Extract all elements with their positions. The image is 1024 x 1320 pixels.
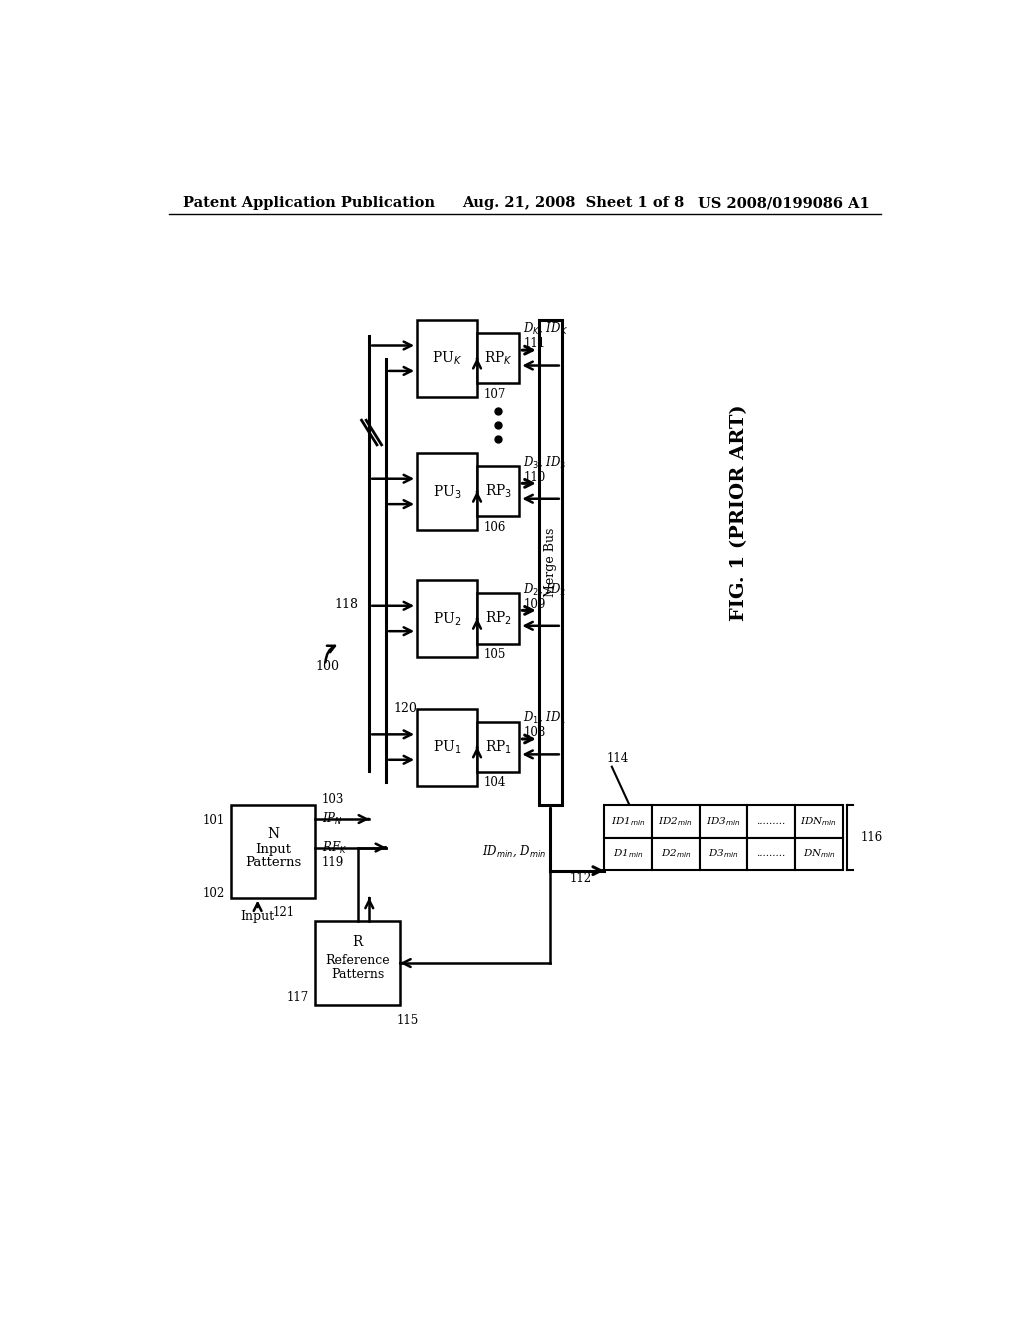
- Text: Input: Input: [241, 909, 274, 923]
- Text: 119: 119: [322, 857, 344, 870]
- Text: ID$_{min}$, D$_{min}$: ID$_{min}$, D$_{min}$: [482, 843, 547, 859]
- Text: RP$_K$: RP$_K$: [483, 350, 513, 367]
- Text: 104: 104: [483, 776, 506, 789]
- Text: 102: 102: [203, 887, 224, 900]
- Text: 100: 100: [315, 660, 339, 673]
- Text: RP$_2$: RP$_2$: [484, 610, 512, 627]
- Text: N: N: [267, 828, 280, 841]
- Text: 101: 101: [203, 814, 224, 828]
- Text: 117: 117: [287, 991, 309, 1005]
- Text: D$_K$, ID$_K$: D$_K$, ID$_K$: [523, 321, 568, 337]
- Bar: [477, 466, 519, 516]
- Text: ID2$_{min}$: ID2$_{min}$: [658, 814, 693, 828]
- Text: 108: 108: [523, 726, 546, 739]
- Text: PU$_3$: PU$_3$: [433, 483, 461, 500]
- Bar: [417, 581, 477, 657]
- Text: 116: 116: [860, 832, 883, 843]
- Text: IDN$_{min}$: IDN$_{min}$: [801, 814, 838, 828]
- Text: 105: 105: [483, 648, 506, 661]
- Text: 112: 112: [569, 871, 592, 884]
- Text: PU$_K$: PU$_K$: [432, 350, 462, 367]
- Text: DN$_{min}$: DN$_{min}$: [803, 847, 836, 861]
- Text: 103: 103: [322, 792, 344, 805]
- Bar: [604, 838, 652, 870]
- Text: Input: Input: [255, 843, 291, 857]
- Bar: [417, 321, 477, 397]
- Bar: [539, 321, 562, 805]
- Bar: [315, 921, 400, 1006]
- Text: 118: 118: [335, 598, 358, 611]
- Text: 114: 114: [606, 752, 629, 766]
- Text: RP$_3$: RP$_3$: [484, 483, 512, 500]
- Text: Patterns: Patterns: [245, 857, 301, 870]
- Text: US 2008/0199086 A1: US 2008/0199086 A1: [698, 197, 869, 210]
- Bar: [748, 838, 795, 870]
- Text: .........: .........: [757, 817, 785, 826]
- Text: 111: 111: [523, 338, 546, 351]
- Text: R: R: [352, 936, 362, 949]
- Text: 121: 121: [273, 907, 295, 920]
- Text: IP$_N$: IP$_N$: [322, 810, 342, 828]
- Text: D1$_{min}$: D1$_{min}$: [612, 847, 643, 861]
- Text: PU$_2$: PU$_2$: [433, 610, 461, 627]
- Bar: [795, 838, 843, 870]
- Bar: [699, 805, 748, 838]
- Text: D$_3$, ID$_3$: D$_3$, ID$_3$: [523, 454, 566, 470]
- Text: ID3$_{min}$: ID3$_{min}$: [707, 814, 740, 828]
- Text: 109: 109: [523, 598, 546, 611]
- Bar: [417, 453, 477, 531]
- Bar: [652, 805, 699, 838]
- Text: Merge Bus: Merge Bus: [544, 528, 557, 598]
- Text: Patterns: Patterns: [331, 968, 384, 981]
- Text: .........: .........: [757, 849, 785, 858]
- Text: 110: 110: [523, 471, 546, 483]
- Text: 106: 106: [483, 520, 506, 533]
- Text: Reference: Reference: [326, 954, 390, 968]
- Bar: [477, 722, 519, 772]
- Text: D3$_{min}$: D3$_{min}$: [709, 847, 738, 861]
- Bar: [230, 805, 315, 898]
- Text: Patent Application Publication: Patent Application Publication: [183, 197, 435, 210]
- Bar: [795, 805, 843, 838]
- Bar: [748, 805, 795, 838]
- Text: D$_1$, ID$_1$: D$_1$, ID$_1$: [523, 710, 566, 725]
- Text: D2$_{min}$: D2$_{min}$: [660, 847, 691, 861]
- Text: 120: 120: [394, 702, 418, 715]
- Bar: [699, 838, 748, 870]
- Bar: [417, 709, 477, 785]
- Text: PU$_1$: PU$_1$: [433, 739, 461, 756]
- Text: Aug. 21, 2008  Sheet 1 of 8: Aug. 21, 2008 Sheet 1 of 8: [462, 197, 684, 210]
- Bar: [477, 333, 519, 383]
- Text: ID1$_{min}$: ID1$_{min}$: [610, 814, 645, 828]
- Bar: [604, 805, 652, 838]
- Text: 107: 107: [483, 388, 506, 400]
- Text: 115: 115: [396, 1014, 419, 1027]
- Bar: [477, 594, 519, 644]
- Text: RP$_1$: RP$_1$: [484, 738, 512, 756]
- Text: D$_2$, ID$_2$: D$_2$, ID$_2$: [523, 581, 566, 597]
- Text: RF$_K$: RF$_K$: [322, 840, 347, 855]
- Bar: [652, 838, 699, 870]
- Text: FIG. 1 (PRIOR ART): FIG. 1 (PRIOR ART): [730, 404, 748, 620]
